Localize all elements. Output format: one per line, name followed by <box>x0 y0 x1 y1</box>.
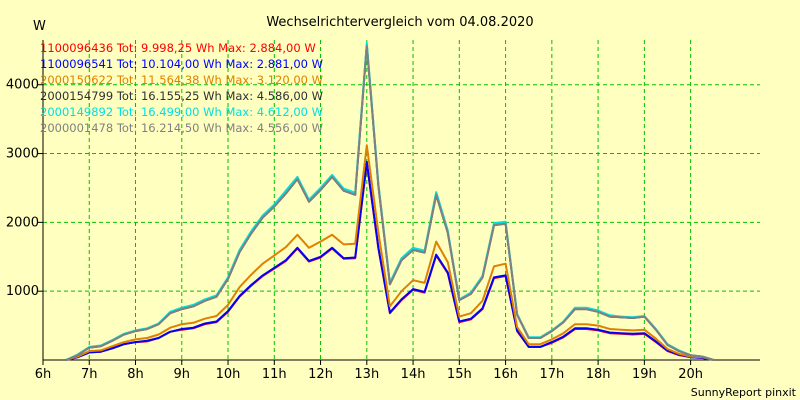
x-tick-label: 9h <box>174 367 191 382</box>
y-tick-label: 2000 <box>6 215 39 230</box>
y-tick-label: 4000 <box>6 78 39 93</box>
x-tick-label: 8h <box>127 367 144 382</box>
legend-entry-1100096436: 1100096436 Tot: 9.998,25 Wh Max: 2.884,0… <box>40 41 316 55</box>
y-tick-label: 3000 <box>6 147 39 162</box>
tick-labels: 6h 7h 8h 9h 10h 11h 12h 13h 14h 15h 16h 17h 18h 19h 20… <box>6 78 703 382</box>
x-tick-label: 16h <box>493 367 518 382</box>
x-tick-label: 19h <box>632 367 657 382</box>
x-tick-label: 6h <box>35 367 52 382</box>
axes <box>38 40 760 365</box>
footer-credit: SunnyReport pinxit <box>691 386 797 399</box>
x-tick-label: 7h <box>81 367 98 382</box>
x-tick-label: 13h <box>354 367 379 382</box>
y-tick-label: 1000 <box>6 284 39 299</box>
legend: 1100096436 Tot: 9.998,25 Wh Max: 2.884,0… <box>40 41 323 135</box>
legend-entry-1100096541: 1100096541 Tot: 10.104,00 Wh Max: 2.881,… <box>40 57 323 71</box>
legend-entry-2000150622: 2000150622 Tot: 11.564,38 Wh Max: 3.120,… <box>40 73 323 87</box>
series-line-2000001478 <box>65 45 714 361</box>
series-line-2000150622 <box>65 144 714 361</box>
y-axis-label: W <box>33 19 46 34</box>
x-tick-label: 18h <box>586 367 611 382</box>
legend-entry-2000149892: 2000149892 Tot: 16.499,00 Wh Max: 4.612,… <box>40 105 323 119</box>
x-tick-label: 10h <box>216 367 241 382</box>
series-line-1100096541 <box>65 160 714 361</box>
x-tick-label: 11h <box>262 367 287 382</box>
legend-entry-2000001478: 2000001478 Tot: 16.214,50 Wh Max: 4.556,… <box>40 121 323 135</box>
x-tick-label: 14h <box>401 367 426 382</box>
series-lines <box>65 41 714 361</box>
x-tick-label: 20h <box>678 367 703 382</box>
x-tick-label: 12h <box>308 367 333 382</box>
legend-entry-2000154799: 2000154799 Tot: 16.155,25 Wh Max: 4.586,… <box>40 89 323 103</box>
x-tick-label: 15h <box>447 367 472 382</box>
x-tick-label: 17h <box>539 367 564 382</box>
chart-title: Wechselrichtervergleich vom 04.08.2020 <box>266 15 533 30</box>
